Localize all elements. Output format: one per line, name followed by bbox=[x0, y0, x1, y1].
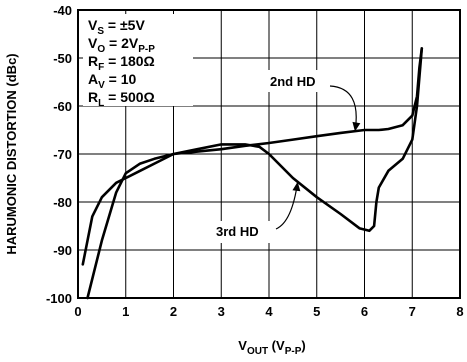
conditions-box bbox=[83, 14, 193, 106]
condition-line: VO = 2VP-P bbox=[88, 35, 155, 55]
x-tick-label: 2 bbox=[170, 304, 177, 319]
y-tick-label: -90 bbox=[53, 243, 72, 258]
x-tick-label: 8 bbox=[456, 304, 463, 319]
x-axis-title: VOUT (VP-P) bbox=[238, 338, 305, 357]
x-tick-label: 0 bbox=[74, 304, 81, 319]
tick-labels: 0 1 2 3 4 5 6 7 8 -40 -50 -60 -70 -80 -90 -100 bbox=[46, 3, 464, 319]
x-tick-label: 1 bbox=[122, 304, 129, 319]
x-tick-label: 5 bbox=[313, 304, 320, 319]
y-tick-label: -60 bbox=[53, 99, 72, 114]
condition-line: RF = 180Ω bbox=[88, 53, 155, 73]
series-line-3rd-hd bbox=[81, 47, 424, 266]
pointer-3rd-hd-head bbox=[292, 181, 301, 192]
x-tick-label: 6 bbox=[361, 304, 368, 319]
x-tick-label: 3 bbox=[218, 304, 225, 319]
x-tick-label: 7 bbox=[409, 304, 416, 319]
pointer-2nd-hd-head bbox=[352, 121, 361, 132]
annotation-3rd-hd-box bbox=[212, 221, 276, 243]
y-axis-title: HARUMONIC DISTORTION (dBc) bbox=[4, 53, 19, 254]
annotation-2nd-hd: 2nd HD bbox=[270, 74, 316, 89]
data-series bbox=[81, 47, 424, 300]
x-tick-label: 4 bbox=[265, 304, 273, 319]
y-tick-label: -100 bbox=[46, 291, 72, 306]
condition-line: AV = 10 bbox=[88, 71, 137, 91]
pointer-2nd-hd bbox=[329, 85, 357, 132]
y-tick-label: -40 bbox=[53, 3, 72, 18]
y-tick-label: -50 bbox=[53, 51, 72, 66]
condition-line: RL = 500Ω bbox=[88, 89, 155, 109]
condition-line: VS = ±5V bbox=[88, 17, 145, 37]
plot-frame bbox=[77, 9, 461, 299]
series-line-2nd-hd bbox=[86, 47, 424, 300]
y-tick-label: -80 bbox=[53, 195, 72, 210]
annotation-3rd-hd: 3rd HD bbox=[216, 224, 259, 239]
annotation-2nd-hd-box bbox=[265, 70, 329, 92]
y-tick-label: -70 bbox=[53, 147, 72, 162]
annotation-pointers bbox=[275, 85, 361, 230]
